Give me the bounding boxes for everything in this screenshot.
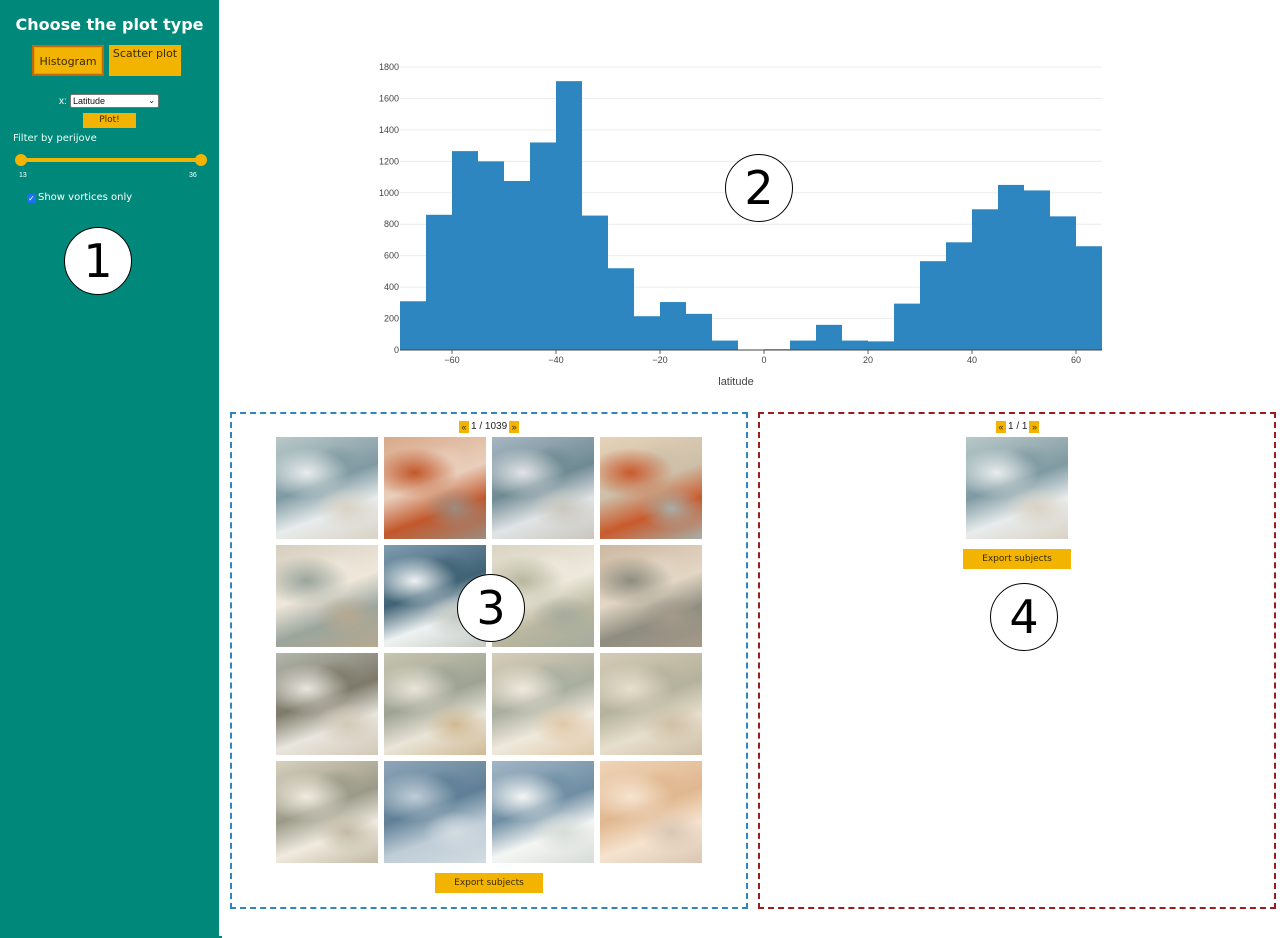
vortices-checkbox[interactable]: ✓ (27, 194, 36, 203)
x-axis-title: latitude (718, 376, 753, 388)
perijove-slider-max-handle[interactable] (195, 154, 207, 166)
selection-export-button[interactable]: Export subjects (963, 549, 1071, 569)
x-variable-select[interactable]: Latitude ⌄ (70, 94, 159, 108)
selection-prev-button[interactable]: « (996, 421, 1006, 433)
gallery-page-indicator: 1 / 1039 (471, 421, 508, 432)
selection-gallery-panel (758, 412, 1276, 909)
gallery-prev-button[interactable]: « (459, 421, 469, 433)
y-tick-label: 0 (394, 345, 399, 355)
histogram-bar (452, 151, 478, 350)
selection-next-button[interactable]: » (1029, 421, 1040, 433)
subject-thumbnail[interactable] (384, 437, 486, 539)
histogram-bar (842, 340, 868, 350)
subject-thumbnail[interactable] (492, 653, 594, 755)
histogram-bar (400, 301, 426, 350)
histogram-bar (972, 209, 998, 350)
y-tick-label: 800 (384, 219, 399, 229)
subject-thumbnail[interactable] (276, 653, 378, 755)
y-tick-label: 1800 (379, 62, 399, 72)
subject-thumbnail[interactable] (276, 545, 378, 647)
selection-page-indicator: 1 / 1 (1008, 421, 1028, 432)
gallery-export-button[interactable]: Export subjects (435, 873, 543, 893)
sidebar-edge (219, 936, 222, 938)
subject-thumbnail[interactable] (276, 437, 378, 539)
subject-thumbnail[interactable] (600, 437, 702, 539)
subject-thumbnail[interactable] (492, 761, 594, 863)
histogram-button[interactable]: Histogram (32, 45, 104, 76)
histogram-bar (816, 324, 842, 350)
x-tick-label: −60 (444, 355, 459, 365)
x-tick-label: 0 (761, 355, 766, 365)
x-tick-label: 60 (1071, 355, 1081, 365)
y-tick-label: 200 (384, 314, 399, 324)
subject-thumbnail[interactable] (600, 545, 702, 647)
perijove-slider-track[interactable] (21, 158, 202, 162)
chevron-down-icon: ⌄ (148, 96, 155, 105)
x-tick-label: 40 (967, 355, 977, 365)
x-axis-label: x: (59, 96, 67, 107)
y-tick-label: 1600 (379, 93, 399, 103)
x-tick-label: 20 (863, 355, 873, 365)
y-tick-label: 1200 (379, 156, 399, 166)
histogram-bar (634, 316, 660, 350)
histogram-bar (920, 261, 946, 350)
selected-subject-thumbnail[interactable] (966, 437, 1068, 539)
subject-thumbnail[interactable] (600, 761, 702, 863)
histogram-bar (1050, 216, 1076, 350)
x-tick-label: −40 (548, 355, 563, 365)
histogram-bar (894, 303, 920, 350)
x-variable-value: Latitude (73, 96, 106, 106)
histogram-bar (868, 341, 894, 350)
plot-button[interactable]: Plot! (83, 113, 136, 128)
histogram-bar (1076, 246, 1102, 350)
sidebar-title: Choose the plot type (15, 15, 204, 34)
histogram-bar (426, 214, 452, 350)
gallery-pager: «1 / 1039» (459, 421, 520, 433)
scatter-plot-button[interactable]: Scatter plot (109, 45, 181, 76)
subject-thumbnail[interactable] (384, 761, 486, 863)
y-tick-label: 1000 (379, 188, 399, 198)
selection-pager: «1 / 1» (996, 421, 1040, 433)
histogram-bar (686, 313, 712, 350)
histogram-bar (582, 215, 608, 350)
y-tick-label: 1400 (379, 125, 399, 135)
vortices-checkbox-label: Show vortices only (38, 192, 133, 203)
annotation-circle-1: 1 (64, 227, 132, 295)
y-tick-label: 400 (384, 282, 399, 292)
histogram-bar (530, 142, 556, 350)
histogram-bar (998, 184, 1024, 350)
histogram-bar (504, 180, 530, 350)
histogram-bar (556, 81, 582, 351)
histogram-bar (1024, 190, 1050, 350)
histogram-bar (790, 340, 816, 350)
subjects-gallery-panel (230, 412, 748, 909)
annotation-circle-3: 3 (457, 574, 525, 642)
y-tick-label: 600 (384, 251, 399, 261)
histogram-bar (478, 161, 504, 350)
annotation-circle-2: 2 (725, 154, 793, 222)
perijove-slider-min-handle[interactable] (15, 154, 27, 166)
subject-thumbnail[interactable] (600, 653, 702, 755)
x-tick-label: −20 (652, 355, 667, 365)
histogram-bar (712, 340, 738, 350)
sidebar: Choose the plot type Histogram Scatter p… (0, 0, 219, 938)
histogram-bar (608, 268, 634, 350)
perijove-max-value: 36 (189, 172, 197, 179)
subject-thumbnail[interactable] (384, 653, 486, 755)
subject-thumbnail[interactable] (276, 761, 378, 863)
gallery-next-button[interactable]: » (509, 421, 520, 433)
perijove-filter-label: Filter by perijove (13, 133, 97, 144)
histogram-bar (660, 302, 686, 350)
histogram-bar (946, 242, 972, 350)
perijove-min-value: 13 (19, 172, 27, 179)
annotation-circle-4: 4 (990, 583, 1058, 651)
subject-thumbnail[interactable] (492, 437, 594, 539)
